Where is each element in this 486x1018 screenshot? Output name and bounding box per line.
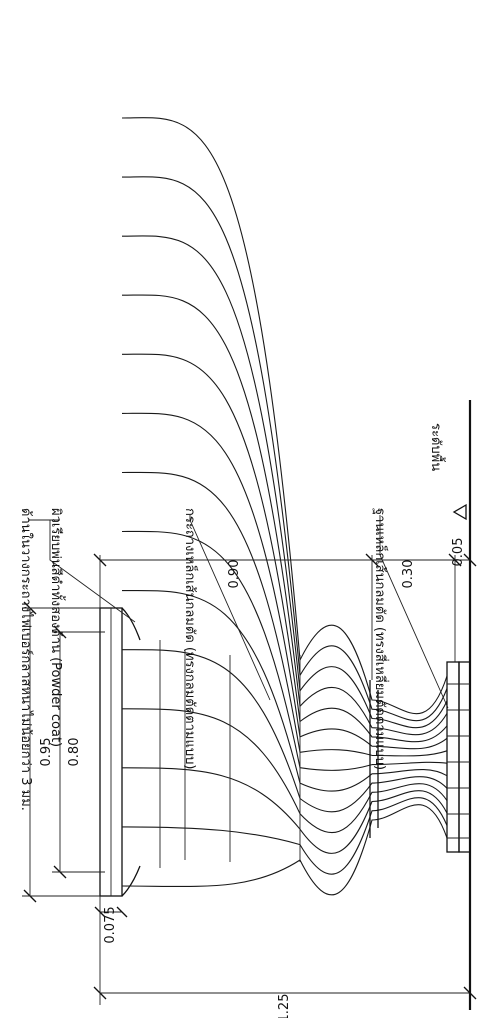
dim-top-width-outer: 0.95 bbox=[39, 738, 54, 767]
dim-base-height: 0.30 bbox=[401, 560, 416, 589]
base-plate-upper bbox=[446, 661, 460, 853]
basket-rods bbox=[121, 117, 448, 896]
note-inner-basket-line2: ผิวเรียบพ่นสีดำทั้งสองด้าน (Powder coat) bbox=[48, 508, 66, 748]
floor-level-marker: ระดับพื้น bbox=[428, 423, 467, 521]
basket-rod bbox=[121, 176, 448, 722]
basket-rod bbox=[121, 353, 448, 743]
dim-total-height: 1.25 bbox=[277, 994, 292, 1018]
note-inner-basket-line1: ด้านในวางกระถางไฟเบอร์กลาสหนาไม่น้อยกว่า… bbox=[18, 508, 34, 811]
base-plate-lower bbox=[458, 661, 471, 853]
basket-rod bbox=[121, 804, 448, 896]
dim-basket-height: 0.90 bbox=[227, 560, 242, 589]
note-base-steel: ฐานเหล็กเส้นกลมตัด (ทรงสี่เหลี่ยมตัดตามแ… bbox=[372, 508, 390, 770]
basket-rod bbox=[121, 649, 448, 813]
dim-rim-thickness: 0.075 bbox=[103, 906, 118, 943]
floor-level-triangle-icon bbox=[452, 503, 467, 521]
dimension-lines: 1.25 0.075 0.95 0.80 0.90 0.30 0.05 bbox=[22, 538, 477, 1018]
leader-lines bbox=[28, 515, 449, 709]
dim-top-width-inner: 0.80 bbox=[67, 738, 82, 767]
dim-base-plate: 0.05 bbox=[451, 538, 466, 567]
note-floor-level: ระดับพื้น bbox=[428, 423, 446, 471]
basket-rod bbox=[121, 590, 448, 792]
planter-pot bbox=[99, 117, 471, 897]
note-basket-steel: กระถางเหล็กเส้นกลมตัด (ทรงกลมตัดตามแบบ) bbox=[182, 508, 200, 769]
basket-rod bbox=[121, 708, 448, 834]
basket-rod bbox=[121, 797, 448, 875]
basket-rod bbox=[121, 117, 448, 715]
basket-rod bbox=[121, 235, 448, 729]
basket-rod bbox=[121, 767, 448, 854]
